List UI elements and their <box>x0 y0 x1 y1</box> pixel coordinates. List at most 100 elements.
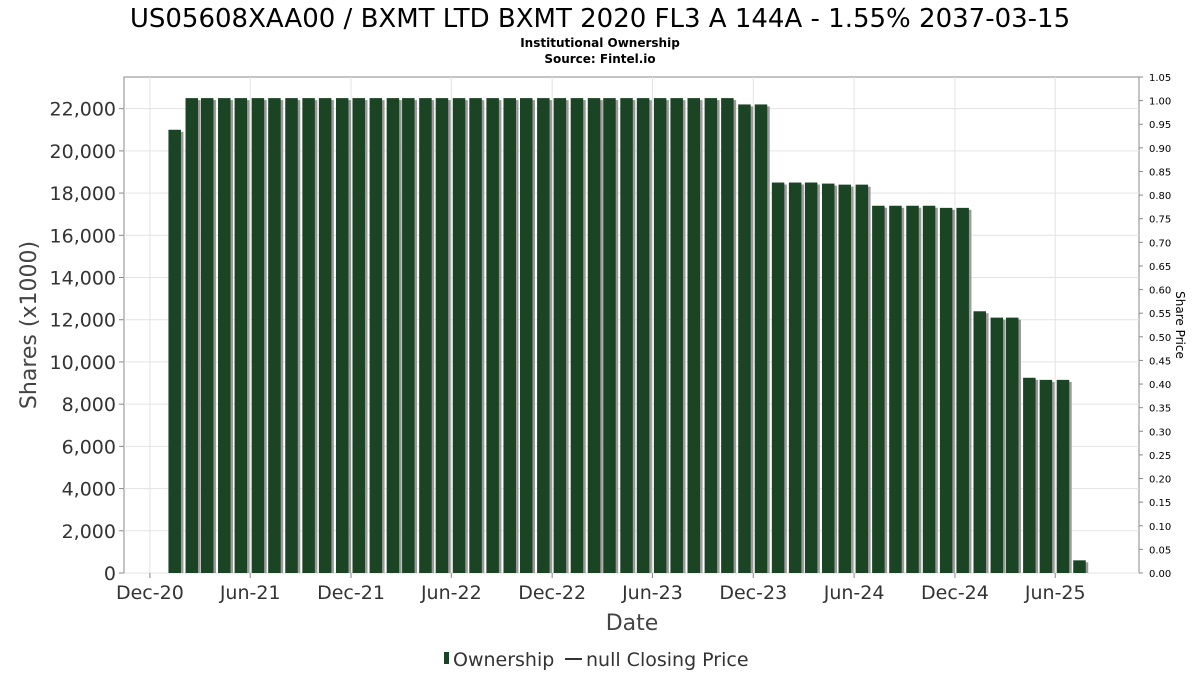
bar <box>687 98 701 573</box>
x-tick-label: Jun-21 <box>219 582 281 604</box>
bar-series-ownership <box>168 98 1089 574</box>
bar <box>1006 317 1019 573</box>
bar <box>1039 379 1053 573</box>
bar <box>200 98 214 573</box>
y2-tick-label: 0.50 <box>1149 333 1171 344</box>
y2-tick-label: 0.55 <box>1149 309 1171 320</box>
bar <box>553 98 567 573</box>
chart-subtitle-source: Source: Fintel.io <box>544 52 655 66</box>
x-tick-label: Jun-24 <box>823 582 885 604</box>
y-tick-label: 20,000 <box>50 141 116 163</box>
bar <box>838 184 851 573</box>
y-tick-label: 0 <box>104 563 116 585</box>
legend-ownership-label: Ownership <box>453 649 554 671</box>
x-tick-label: Jun-22 <box>420 582 482 604</box>
y2-tick-label: 0.70 <box>1149 238 1171 249</box>
y-tick-label: 4,000 <box>62 479 116 501</box>
bar <box>821 183 835 574</box>
x-tick-label: Dec-21 <box>317 582 385 604</box>
bar <box>754 104 768 574</box>
bar <box>251 98 265 573</box>
y-tick-label: 2,000 <box>62 521 116 543</box>
bar <box>486 98 499 573</box>
bar <box>469 98 482 573</box>
bar <box>537 98 550 573</box>
bar <box>302 98 315 573</box>
bar <box>168 129 181 573</box>
y2-tick-label: 1.00 <box>1149 97 1171 108</box>
bar <box>906 205 919 573</box>
y-tick-label: 18,000 <box>50 183 116 205</box>
y2-tick-label: 0.85 <box>1149 167 1171 178</box>
bar <box>503 98 516 573</box>
y2-tick-label: 0.35 <box>1149 404 1171 415</box>
y2-tick-label: 0.60 <box>1149 286 1171 297</box>
legend-ownership-swatch <box>444 652 449 664</box>
y-axis-right: 0.00 0.05 0.10 0.15 0.20 0.25 0.30 0.35 0.40 0.45… <box>1139 73 1171 580</box>
y-axis-title: Shares (x1000) <box>17 241 42 409</box>
y2-tick-label: 0.10 <box>1149 522 1171 533</box>
bar <box>872 205 885 573</box>
bar <box>990 317 1004 573</box>
y-tick-label: 22,000 <box>50 99 116 121</box>
bar <box>185 98 199 573</box>
y2-tick-label: 0.15 <box>1149 498 1171 509</box>
bar <box>855 184 869 573</box>
x-tick-label: Dec-24 <box>921 582 989 604</box>
bar <box>452 98 466 573</box>
bar <box>738 104 751 574</box>
x-tick-label: Jun-25 <box>1024 582 1086 604</box>
bar <box>670 98 683 573</box>
x-tick-label: Jun-23 <box>621 582 683 604</box>
bar <box>636 98 650 573</box>
bar <box>402 98 415 573</box>
bar <box>570 98 584 573</box>
bar <box>520 98 533 573</box>
bar <box>352 98 365 573</box>
bar <box>1056 379 1070 573</box>
bar <box>435 98 449 573</box>
bar <box>268 98 281 573</box>
y2-tick-label: 0.90 <box>1149 144 1171 155</box>
y2-tick-label: 0.65 <box>1149 262 1171 273</box>
y2-axis-title: Share Price <box>1173 291 1187 359</box>
bar <box>620 98 633 573</box>
bar <box>939 207 953 574</box>
y-tick-label: 6,000 <box>62 436 116 458</box>
legend: Ownership null Closing Price <box>444 649 749 671</box>
bar <box>603 98 616 573</box>
bar <box>973 311 987 573</box>
y-tick-label: 10,000 <box>50 352 116 374</box>
y2-tick-label: 0.00 <box>1149 569 1171 580</box>
y2-tick-label: 0.95 <box>1149 120 1171 131</box>
x-axis-title: Date <box>606 611 659 636</box>
bar <box>335 98 349 573</box>
bar <box>721 98 734 573</box>
y2-tick-label: 0.75 <box>1149 215 1171 226</box>
y2-tick-label: 0.20 <box>1149 475 1171 486</box>
y2-tick-label: 0.80 <box>1149 191 1171 202</box>
y-axis-left: 0 2,000 4,000 6,000 8,000 10,000 12,000 14,000 1… <box>50 99 124 585</box>
y2-tick-label: 0.30 <box>1149 427 1171 438</box>
bar <box>419 98 432 573</box>
legend-price-label: null Closing Price <box>586 649 749 671</box>
bar <box>318 98 332 573</box>
bar <box>587 98 601 573</box>
y2-tick-label: 0.05 <box>1149 545 1171 556</box>
bar <box>369 98 383 573</box>
y2-tick-label: 0.40 <box>1149 380 1171 391</box>
bar <box>234 98 248 573</box>
bar <box>771 182 785 573</box>
y2-tick-label: 1.05 <box>1149 73 1171 84</box>
bar <box>1073 560 1086 573</box>
y-tick-label: 12,000 <box>50 310 116 332</box>
y2-tick-label: 0.45 <box>1149 356 1171 367</box>
y-tick-label: 14,000 <box>50 268 116 290</box>
x-tick-label: Dec-22 <box>518 582 586 604</box>
bar <box>653 98 667 573</box>
bar <box>285 98 298 573</box>
y-tick-label: 16,000 <box>50 225 116 247</box>
chart-subtitle-ownership: Institutional Ownership <box>520 36 680 50</box>
x-tick-label: Dec-23 <box>719 582 787 604</box>
